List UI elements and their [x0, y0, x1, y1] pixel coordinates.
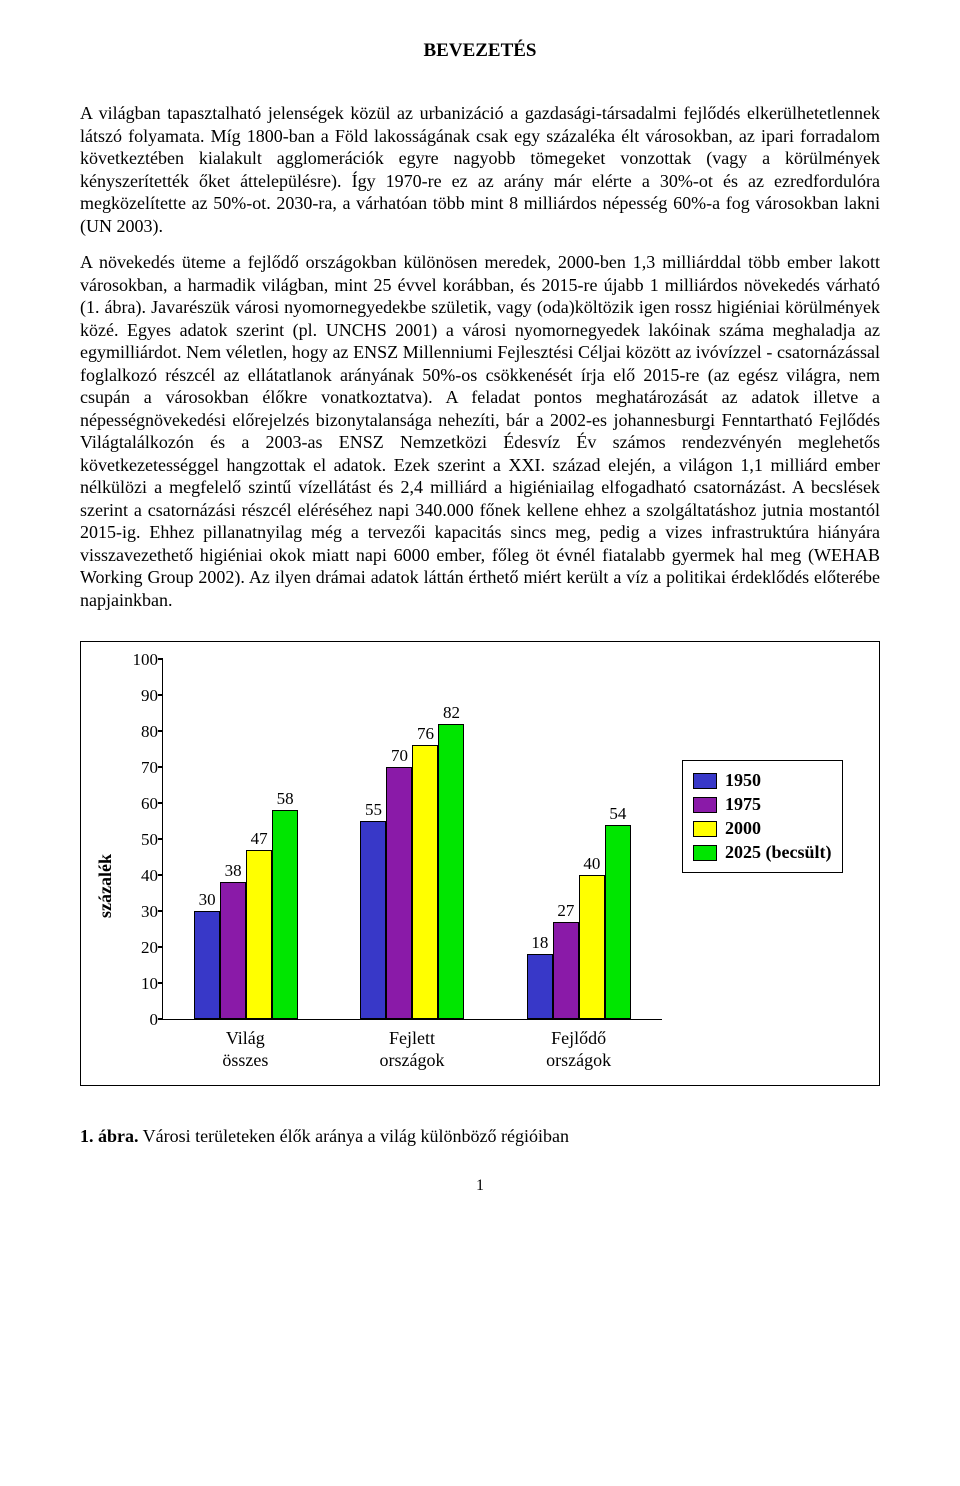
chart-y-tick: 100 — [133, 650, 159, 670]
chart-bar-value: 40 — [583, 854, 600, 874]
chart-legend-label: 1975 — [725, 794, 761, 815]
chart-bar-value: 38 — [225, 861, 242, 881]
figure-caption: 1. ábra. Városi területeken élők aránya … — [80, 1126, 880, 1147]
chart-legend-swatch — [693, 821, 717, 837]
chart-y-axis-label: százalék — [95, 814, 116, 918]
chart-legend-swatch — [693, 797, 717, 813]
page-number: 1 — [80, 1177, 880, 1195]
chart-bar-value: 76 — [417, 724, 434, 744]
chart-y-tick: 60 — [141, 794, 158, 814]
chart-legend-label: 2025 (becsült) — [725, 842, 832, 863]
chart-bar: 27 — [553, 922, 579, 1019]
chart-bar-value: 30 — [199, 890, 216, 910]
chart-bar: 47 — [246, 850, 272, 1019]
chart-bar-value: 82 — [443, 703, 460, 723]
chart-bar-group: 18274054 — [527, 825, 631, 1019]
chart-y-tick: 70 — [141, 758, 158, 778]
chart-legend-label: 2000 — [725, 818, 761, 839]
chart-bar: 55 — [360, 821, 386, 1019]
chart-bar-group: 30384758 — [194, 810, 298, 1019]
chart-y-ticks: 0102030405060708090100 — [122, 660, 162, 1020]
paragraph-2: A növekedés üteme a fejlődő országokban … — [80, 251, 880, 611]
page: BEVEZETÉS A világban tapasztalható jelen… — [0, 0, 960, 1225]
chart-y-tick: 80 — [141, 722, 158, 742]
chart-y-tick: 40 — [141, 866, 158, 886]
chart-y-tick: 30 — [141, 902, 158, 922]
chart-legend-item: 2025 (becsült) — [693, 842, 832, 863]
paragraph-1: A világban tapasztalható jelenségek közü… — [80, 102, 880, 237]
chart-legend-swatch — [693, 773, 717, 789]
chart-legend-swatch — [693, 845, 717, 861]
chart-bar-groups: 303847585570768218274054 — [163, 660, 662, 1019]
chart-container: százalék 0102030405060708090100 30384758… — [80, 641, 880, 1086]
chart-bar-value: 58 — [277, 789, 294, 809]
chart-legend-item: 1950 — [693, 770, 832, 791]
chart-y-tick: 20 — [141, 938, 158, 958]
chart-x-label: Fejlettországok — [337, 1028, 487, 1071]
chart-legend: 1950 1975 2000 2025 (becsült) — [682, 760, 843, 873]
chart-bar-value: 54 — [609, 804, 626, 824]
chart-x-label: Fejlődőországok — [504, 1028, 654, 1071]
chart-plot-area: 0102030405060708090100 30384758557076821… — [122, 660, 662, 1020]
chart-bar: 54 — [605, 825, 631, 1019]
chart-bar: 30 — [194, 911, 220, 1019]
chart-bar-value: 18 — [531, 933, 548, 953]
page-title: BEVEZETÉS — [80, 40, 880, 62]
chart-y-tick: 50 — [141, 830, 158, 850]
chart-bar: 38 — [220, 882, 246, 1019]
chart-x-labels: Világösszes Fejlettországok Fejlődőországo… — [162, 1028, 662, 1071]
chart-bar: 40 — [579, 875, 605, 1019]
chart-y-tick: 0 — [150, 1010, 159, 1030]
chart-bar: 70 — [386, 767, 412, 1019]
figure-caption-text: Városi területeken élők aránya a világ k… — [139, 1126, 570, 1146]
chart-legend-label: 1950 — [725, 770, 761, 791]
chart-bar-value: 27 — [557, 901, 574, 921]
chart-bar: 76 — [412, 745, 438, 1019]
chart-bar-value: 55 — [365, 800, 382, 820]
chart-y-tick: 90 — [141, 686, 158, 706]
chart-bar: 18 — [527, 954, 553, 1019]
chart-x-label: Világösszes — [170, 1028, 320, 1071]
chart-bar: 82 — [438, 724, 464, 1019]
figure-caption-prefix: 1. ábra. — [80, 1126, 139, 1146]
chart-y-tick: 10 — [141, 974, 158, 994]
chart-bar-value: 70 — [391, 746, 408, 766]
chart-legend-item: 1975 — [693, 794, 832, 815]
chart-bar-group: 55707682 — [360, 724, 464, 1019]
chart-bar-value: 47 — [251, 829, 268, 849]
chart-legend-item: 2000 — [693, 818, 832, 839]
chart-axes: 303847585570768218274054 — [162, 660, 662, 1020]
chart-bar: 58 — [272, 810, 298, 1019]
